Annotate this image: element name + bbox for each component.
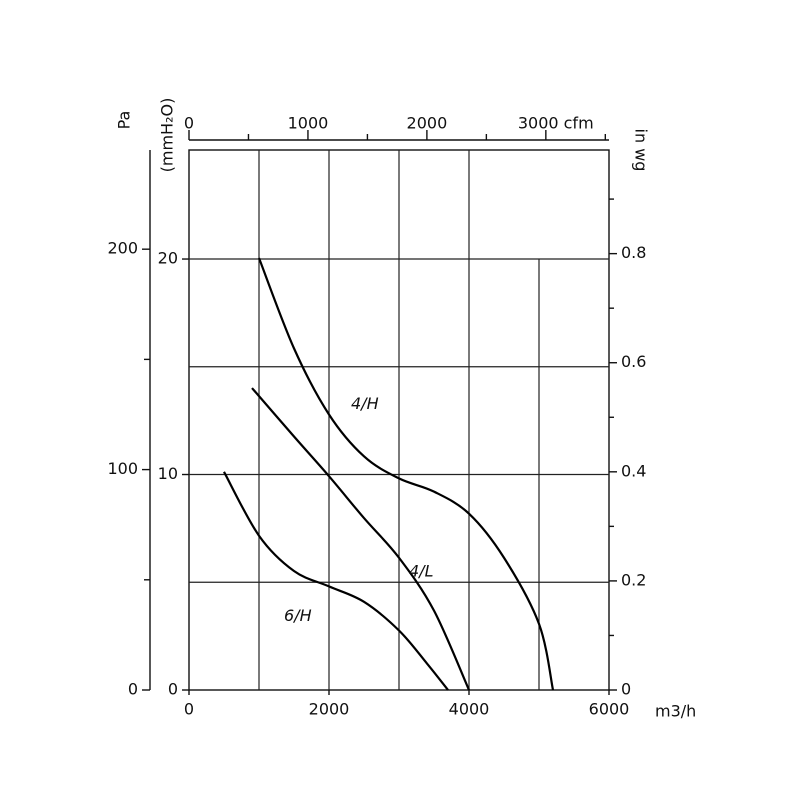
y-axis-label: Pa — [115, 111, 134, 130]
fan-curve — [251, 387, 471, 691]
y2-tick-label: 0 — [621, 680, 631, 699]
x2-tick-label: 1000 — [288, 114, 329, 133]
x2-tick-label: 2000 — [407, 114, 448, 133]
x-tick-label: 0 — [184, 700, 194, 719]
y2-tick-label: 0.2 — [621, 570, 646, 589]
y3-tick-label: 20 — [158, 249, 178, 268]
x-tick-label: 4000 — [449, 700, 490, 719]
y2-tick-label: 0.8 — [621, 243, 646, 262]
y2-axis-label: in wg — [632, 129, 651, 172]
curve-label: 4/H — [351, 394, 379, 413]
y3-tick-label: 10 — [158, 464, 178, 483]
y3-tick-label: 0 — [168, 680, 178, 699]
x2-tick-label: 3000 cfm — [518, 114, 594, 133]
y-tick-label: 100 — [107, 459, 138, 478]
x-tick-label: 6000 — [589, 700, 630, 719]
fan-curve — [223, 471, 449, 691]
x2-tick-label: 0 — [184, 114, 194, 133]
fan-curve — [257, 257, 555, 691]
y3-axis-label: (mmH₂O) — [158, 98, 177, 173]
x-tick-label: 2000 — [309, 700, 350, 719]
x-axis-label: m3/h — [655, 702, 696, 721]
curve-label: 6/H — [284, 606, 312, 625]
y-tick-label: 200 — [107, 239, 138, 258]
y-tick-label: 0 — [128, 680, 138, 699]
y2-tick-label: 0.4 — [621, 461, 646, 480]
y2-tick-label: 0.6 — [621, 352, 646, 371]
curve-label: 4/L — [409, 561, 433, 580]
